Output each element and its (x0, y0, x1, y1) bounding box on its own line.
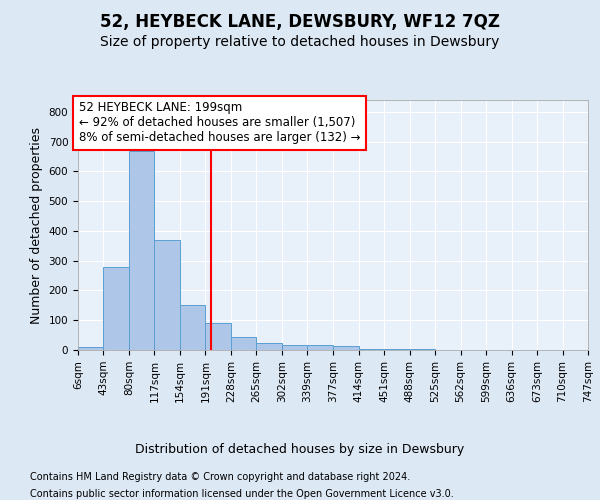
Bar (307, 344, 334, 350)
Bar (103, 266, 129, 350)
Bar (205, 323, 231, 350)
Y-axis label: Number of detached properties: Number of detached properties (30, 126, 43, 324)
Bar (78, 347, 103, 350)
Text: Distribution of detached houses by size in Dewsbury: Distribution of detached houses by size … (136, 442, 464, 456)
Bar (129, 150, 154, 350)
Bar (154, 240, 180, 350)
Bar (359, 348, 384, 350)
Bar (256, 342, 282, 350)
Text: Contains HM Land Registry data © Crown copyright and database right 2024.: Contains HM Land Registry data © Crown c… (30, 472, 410, 482)
Text: 52, HEYBECK LANE, DEWSBURY, WF12 7QZ: 52, HEYBECK LANE, DEWSBURY, WF12 7QZ (100, 12, 500, 30)
Bar (231, 336, 256, 350)
Text: Contains public sector information licensed under the Open Government Licence v3: Contains public sector information licen… (30, 489, 454, 499)
Bar (334, 346, 359, 350)
Text: 52 HEYBECK LANE: 199sqm
← 92% of detached houses are smaller (1,507)
8% of semi-: 52 HEYBECK LANE: 199sqm ← 92% of detache… (79, 102, 360, 144)
Bar (282, 344, 307, 350)
Bar (180, 306, 205, 350)
Text: Size of property relative to detached houses in Dewsbury: Size of property relative to detached ho… (100, 35, 500, 49)
